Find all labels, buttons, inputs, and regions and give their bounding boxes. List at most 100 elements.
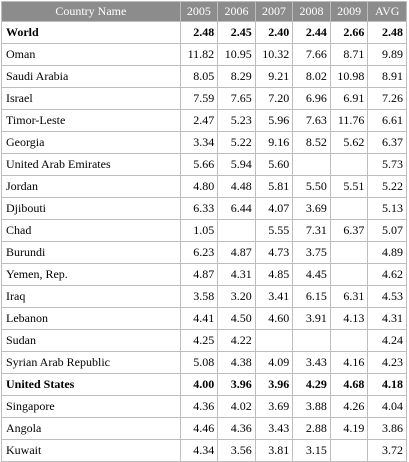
- value-cell-2009: [329, 263, 369, 286]
- value-cell-2006: 5.94: [217, 153, 256, 176]
- value-cell-avg: 3.72: [367, 439, 407, 462]
- table-row: United States 4.00 3.96 3.96 4.29 4.68 4.18: [1, 373, 407, 396]
- value-cell-2006: 5.23: [217, 109, 256, 132]
- value-cell-2006: [217, 219, 256, 242]
- country-name-cell: Georgia: [1, 131, 181, 154]
- country-name-cell: Burundi: [1, 241, 181, 264]
- table-row: United Arab Emirates 5.66 5.94 5.60 5.73: [1, 153, 407, 176]
- value-cell-2007: 4.07: [254, 197, 294, 220]
- country-name-cell: Singapore: [1, 395, 181, 418]
- country-name-cell: Angola: [1, 417, 181, 440]
- country-name-cell: Oman: [1, 43, 181, 66]
- value-cell-avg: 3.86: [367, 417, 407, 440]
- value-cell-2006: 10.95: [217, 43, 256, 66]
- value-cell-2006: 5.22: [217, 131, 256, 154]
- value-cell-2007: 3.81: [254, 439, 294, 462]
- country-name-cell: Timor-Leste: [1, 109, 181, 132]
- value-cell-2005: 6.23: [179, 241, 219, 264]
- value-cell-2007: 10.32: [254, 43, 294, 66]
- value-cell-avg: 5.22: [367, 175, 407, 198]
- value-cell-2008: 3.15: [292, 439, 331, 462]
- table-row: Oman 11.82 10.95 10.32 7.66 8.71 9.89: [1, 43, 407, 66]
- value-cell-2007: 2.40: [254, 21, 294, 44]
- value-cell-2005: 4.87: [179, 263, 219, 286]
- value-cell-2009: 4.26: [329, 395, 369, 418]
- value-cell-2005: 8.05: [179, 65, 219, 88]
- value-cell-2008: 2.88: [292, 417, 331, 440]
- country-name-cell: Kuwait: [1, 439, 181, 462]
- value-cell-2007: 9.16: [254, 131, 294, 154]
- value-cell-2005: 11.82: [179, 43, 219, 66]
- value-cell-avg: 4.53: [367, 285, 407, 308]
- value-cell-2007: 4.73: [254, 241, 294, 264]
- column-header-2009[interactable]: 2009: [329, 1, 369, 22]
- table-row: Iraq 3.58 3.20 3.41 6.15 6.31 4.53: [1, 285, 407, 308]
- value-cell-avg: 7.26: [367, 87, 407, 110]
- value-cell-avg: 6.37: [367, 131, 407, 154]
- country-name-cell: Chad: [1, 219, 181, 242]
- value-cell-2007: 5.55: [254, 219, 294, 242]
- value-cell-2005: 4.41: [179, 307, 219, 330]
- country-name-cell: Saudi Arabia: [1, 65, 181, 88]
- value-cell-2009: [329, 197, 369, 220]
- column-header-2008[interactable]: 2008: [292, 1, 331, 22]
- value-cell-2009: [329, 329, 369, 352]
- country-name-cell: United Arab Emirates: [1, 153, 181, 176]
- value-cell-2009: 6.37: [329, 219, 369, 242]
- value-cell-2006: 4.87: [217, 241, 256, 264]
- value-cell-2008: 3.75: [292, 241, 331, 264]
- value-cell-2007: 3.41: [254, 285, 294, 308]
- value-cell-avg: 4.23: [367, 351, 407, 374]
- value-cell-2007: 7.20: [254, 87, 294, 110]
- country-name-cell: Jordan: [1, 175, 181, 198]
- column-header-avg[interactable]: AVG: [367, 1, 407, 22]
- value-cell-2009: 11.76: [329, 109, 369, 132]
- value-cell-2008: 4.29: [292, 373, 331, 396]
- value-cell-2005: 2.48: [179, 21, 219, 44]
- value-cell-2007: 4.85: [254, 263, 294, 286]
- value-cell-2008: [292, 153, 331, 176]
- value-cell-2006: 3.20: [217, 285, 256, 308]
- table-row: Yemen, Rep. 4.87 4.31 4.85 4.45 4.62: [1, 263, 407, 286]
- value-cell-2009: 10.98: [329, 65, 369, 88]
- value-cell-2007: 9.21: [254, 65, 294, 88]
- value-cell-2008: 2.44: [292, 21, 331, 44]
- value-cell-2005: 2.47: [179, 109, 219, 132]
- value-cell-2009: 5.62: [329, 131, 369, 154]
- column-header-2007[interactable]: 2007: [254, 1, 294, 22]
- country-name-cell: Iraq: [1, 285, 181, 308]
- value-cell-2006: 4.22: [217, 329, 256, 352]
- value-cell-2006: 8.29: [217, 65, 256, 88]
- value-cell-2009: 8.71: [329, 43, 369, 66]
- value-cell-avg: 5.13: [367, 197, 407, 220]
- value-cell-2005: 1.05: [179, 219, 219, 242]
- value-cell-avg: 5.73: [367, 153, 407, 176]
- value-cell-avg: 4.89: [367, 241, 407, 264]
- table-row: Kuwait 4.34 3.56 3.81 3.15 3.72: [1, 439, 407, 462]
- column-header-2005[interactable]: 2005: [179, 1, 219, 22]
- value-cell-2008: 7.31: [292, 219, 331, 242]
- value-cell-2006: 7.65: [217, 87, 256, 110]
- value-cell-2009: 4.68: [329, 373, 369, 396]
- country-name-cell: Djibouti: [1, 197, 181, 220]
- table-row: Syrian Arab Republic 5.08 4.38 4.09 3.43 4.16…: [1, 351, 407, 374]
- value-cell-avg: 9.89: [367, 43, 407, 66]
- value-cell-2009: [329, 439, 369, 462]
- country-name-cell: World: [1, 21, 181, 44]
- table-row: Saudi Arabia 8.05 8.29 9.21 8.02 10.98 8.91: [1, 65, 407, 88]
- value-cell-2006: 6.44: [217, 197, 256, 220]
- value-cell-2006: 4.36: [217, 417, 256, 440]
- column-header-country-name[interactable]: Country Name: [1, 1, 181, 22]
- value-cell-2009: 4.16: [329, 351, 369, 374]
- value-cell-2008: 7.66: [292, 43, 331, 66]
- value-cell-2008: 7.63: [292, 109, 331, 132]
- value-cell-2008: 3.91: [292, 307, 331, 330]
- value-cell-2009: 2.66: [329, 21, 369, 44]
- value-cell-2007: 3.43: [254, 417, 294, 440]
- column-header-2006[interactable]: 2006: [217, 1, 256, 22]
- value-cell-2008: [292, 329, 331, 352]
- value-cell-2006: 3.56: [217, 439, 256, 462]
- value-cell-2005: 5.66: [179, 153, 219, 176]
- value-cell-2005: 4.36: [179, 395, 219, 418]
- value-cell-2009: 6.31: [329, 285, 369, 308]
